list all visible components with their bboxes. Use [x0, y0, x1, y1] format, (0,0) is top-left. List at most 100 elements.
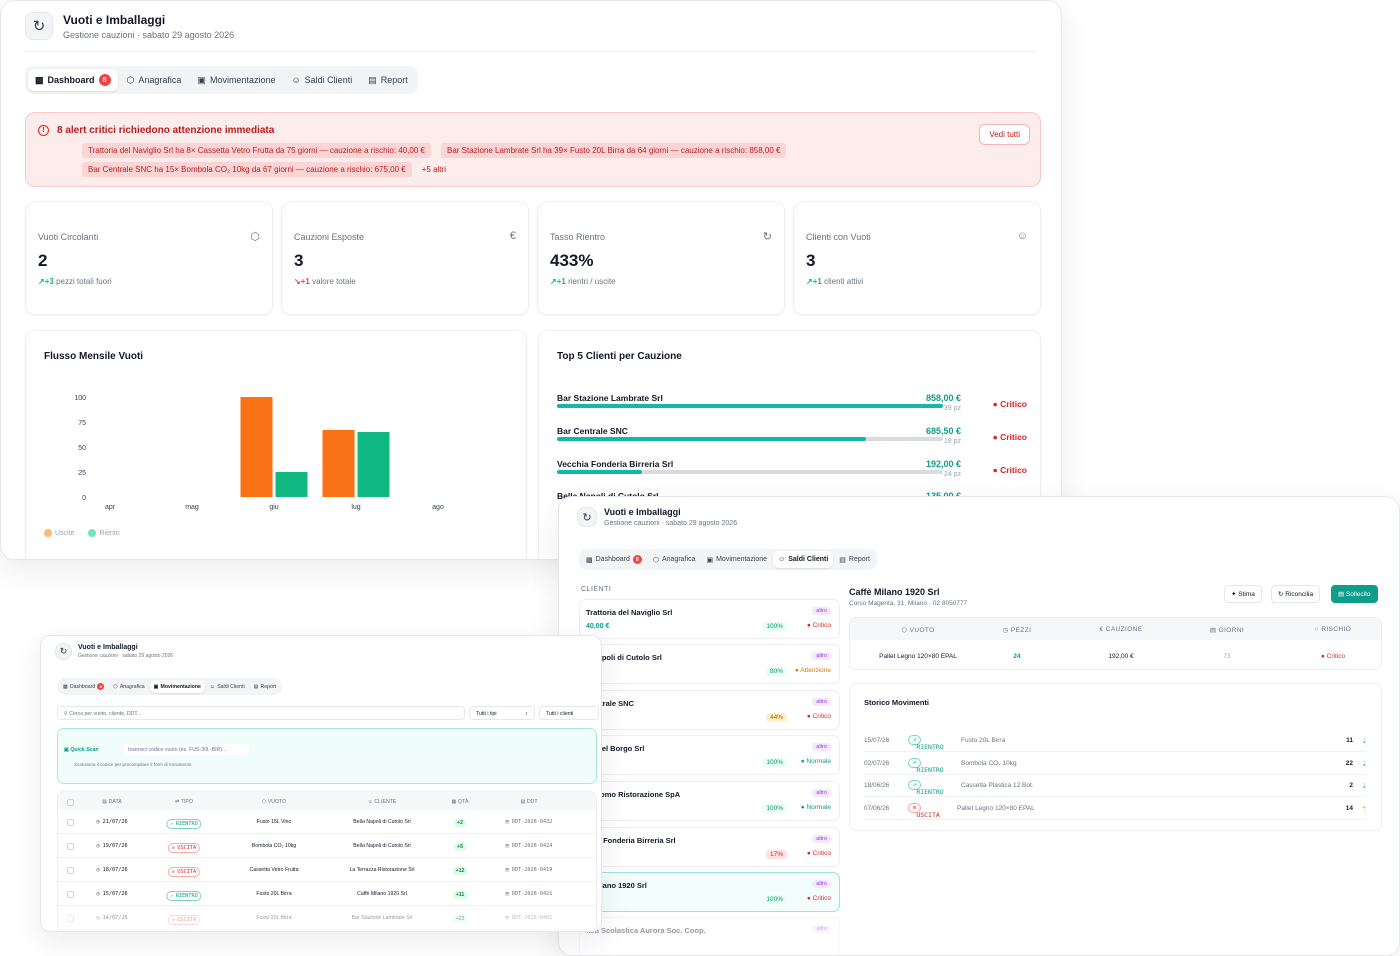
dashboard-window: ↻ Vuoti e Imballaggi Gestione cauzioni ·…: [0, 0, 1062, 560]
return-rate-badge: 80%: [765, 667, 787, 676]
kpi-card-clienti-con-vuoti: Clienti con Vuoti ☺ 3 ↗+1 clienti attivi: [793, 201, 1041, 315]
category-tag: altro: [812, 743, 831, 751]
tab-anagrafica[interactable]: ⬡ Anagrafica: [126, 74, 182, 86]
refresh-logo-icon[interactable]: ↻: [577, 507, 597, 527]
kpi-card-cauzioni-esposte: Cauzioni Esposte € 3 ↘+1 valore totale: [281, 201, 529, 315]
table-row[interactable]: ◷ 19/07/26 ⊘ USCITA Bombola CO₂ 10kg Bella …: [58, 834, 596, 858]
alert-item[interactable]: Trattoria del Naviglio Srl ha 8× Cassett…: [82, 143, 431, 158]
app-header: ↻ Vuoti e Imballaggi Gestione cauzioni ·…: [577, 507, 737, 527]
tab-dashboard[interactable]: ▩ Dashboard 8: [581, 551, 647, 568]
quick-scan-hint: Scansiona il codice per precompilare il …: [74, 762, 192, 767]
table-row[interactable]: ◷ 14/07/26 ⊘ USCITA Fusto 20L Birra Bar Sta…: [58, 906, 596, 930]
reminder-button[interactable]: ▤ Sollecito: [1331, 585, 1378, 603]
bar-rientri-lug[interactable]: [357, 432, 390, 497]
history-row[interactable]: 02/07/26 ↗ RIENTRO Bombola CO₂ 10kg 22 ⇣: [864, 753, 1367, 775]
row-checkbox[interactable]: [67, 843, 74, 850]
client-list-item[interactable]: è Milano 1920 Srlaltro0 €100%● Critico: [579, 872, 840, 912]
row-checkbox[interactable]: [67, 891, 74, 898]
select-all-checkbox[interactable]: [67, 799, 74, 806]
tab-anagrafica[interactable]: ⬡ Anagrafica: [652, 556, 696, 564]
tab-saldi-clienti[interactable]: ☺ Saldi Clienti: [773, 551, 834, 568]
row-checkbox[interactable]: [67, 915, 74, 922]
main-tabs: ▩ Dashboard 8 ⬡ Anagrafica ▣ Movimentazione …: [57, 678, 283, 695]
users-icon: ☺: [778, 556, 786, 563]
kpi-trend: ↘+1 valore totale: [294, 277, 356, 286]
top5-row[interactable]: Vecchia Fonderia Birreria Srl 192,00 € 2…: [557, 459, 1027, 478]
client-list-item[interactable]: Trattoria del Naviglio Srl altro 40,00 € 10…: [579, 599, 840, 639]
table-row[interactable]: ◷ 15/07/26 ↗ RIENTRO Fusto 20L Birra Caffè …: [58, 882, 596, 906]
return-rate-badge: 100%: [762, 622, 787, 631]
search-icon: ⚲: [64, 711, 68, 717]
tab-saldi-clienti[interactable]: ☺ Saldi Clienti: [291, 75, 353, 85]
app-header: ↻ Vuoti e Imballaggi Gestione cauzioni ·…: [55, 643, 173, 660]
reconcile-button[interactable]: ↻ Riconcilia: [1271, 585, 1321, 603]
history-row[interactable]: 07/06/26 ⊘ USCITA Pallet Legno 120×80 EPAL…: [864, 798, 1367, 820]
tab-movimentazione[interactable]: ▣ Movimentazione: [706, 556, 768, 564]
y-tick-label: 100: [74, 395, 86, 402]
top5-row[interactable]: Bar Stazione Lambrate Srl 858,00 € 39 pz…: [557, 393, 1027, 412]
client-list-item[interactable]: Centrale SNCaltro50 €44%● Critico: [579, 690, 840, 730]
movements-search-input[interactable]: ⚲ Cerca per vuoto, cliente, DDT...: [57, 706, 465, 720]
arrow-up-icon: ⇡: [1361, 805, 1367, 813]
category-tag: altro: [812, 789, 831, 797]
movement-history-card: Storico Movimenti 15/07/26 ↗ RIENTRO Fusto…: [849, 683, 1382, 831]
tab-saldi-clienti[interactable]: ☺ Saldi Clienti: [209, 683, 245, 690]
movement-type-tag: ⊘ USCITA: [908, 802, 940, 819]
status-badge: ● Critico: [806, 895, 831, 902]
bar-uscite-giu[interactable]: [240, 397, 273, 497]
refresh-logo-icon[interactable]: ↻: [25, 12, 53, 40]
category-tag: altro: [812, 698, 831, 706]
history-row[interactable]: 15/07/26 ↗ RIENTRO Fusto 20L Birra 11 ⇣: [864, 730, 1367, 752]
bar-rientri-giu[interactable]: [275, 472, 308, 497]
file-icon: ▤: [1338, 591, 1345, 598]
row-checkbox[interactable]: [67, 867, 74, 874]
col-ddt: ▤ DDT: [520, 799, 538, 805]
kpi-trend: ↗+1 rientri / uscite: [550, 277, 616, 286]
alert-more-count[interactable]: +5 altri: [421, 165, 446, 174]
client-name: nsa Scolastica Aurora Soc. Coop.: [586, 926, 706, 935]
tab-report[interactable]: ▤ Report: [839, 556, 870, 564]
movement-client: Bella Napoli di Cutolo Srl: [353, 819, 411, 825]
return-rate-badge: 100%: [762, 895, 787, 904]
tab-report[interactable]: ▤ Report: [253, 683, 277, 690]
alert-item[interactable]: Bar Centrale SNC ha 15× Bombola CO₂ 10kg…: [82, 162, 412, 177]
refresh-logo-icon[interactable]: ↻: [55, 643, 72, 660]
col-tipo: ⇄ TIPO: [175, 799, 193, 805]
tab-dashboard[interactable]: ▩ Dashboard 8: [28, 69, 118, 91]
status-badge: ● Critico: [806, 622, 831, 629]
top5-row[interactable]: Bar Centrale SNC 685,50 € 18 pz ● Critic…: [557, 426, 1027, 445]
history-item: Fusto 20L Birra: [961, 737, 1006, 744]
client-list-item[interactable]: chia Fonderia Birreria Srlaltro0 €17%● C…: [579, 827, 840, 867]
quick-scan-panel: ▣ Quick Scan Inserisci codice vuoto (es.…: [57, 728, 597, 784]
table-row[interactable]: ◷ 18/07/26 ⊘ USCITA Cassetta Vetro Frutta L…: [58, 858, 596, 882]
movement-ddt: ▤ DDT-2026-0432: [505, 819, 553, 825]
y-tick-label: 25: [78, 470, 86, 477]
estimate-button[interactable]: ✦ Stima: [1224, 585, 1262, 603]
table-row[interactable]: ◷ 21/07/26 ↗ RIENTRO Fusto 15L Vino Bella N…: [58, 810, 596, 834]
history-row[interactable]: 18/06/26 ↗ RIENTRO Cassetta Plastica 12 Bo…: [864, 775, 1367, 797]
tab-dashboard[interactable]: ▩ Dashboard 8: [59, 680, 108, 693]
trend-up-icon: ↗: [38, 277, 45, 286]
type-filter-select[interactable]: Tutti i tipi ↕: [469, 706, 535, 720]
tab-report[interactable]: ▤ Report: [368, 74, 408, 86]
client-filter-select[interactable]: Tutti i clienti: [539, 706, 599, 720]
quick-scan-input[interactable]: Inserisci codice vuoto (es. FUS-30L-BIR)…: [124, 744, 249, 755]
client-address: Corso Magenta, 31, Milano · 02 8050777: [849, 600, 968, 607]
tab-anagrafica[interactable]: ⬡ Anagrafica: [113, 683, 145, 690]
file-icon: ▤: [253, 683, 259, 690]
kpi-value: 3: [294, 251, 304, 270]
kpi-card-tasso-rientro: Tasso Rientro ↻ 433% ↗+1 rientri / uscit…: [537, 201, 785, 315]
alert-item[interactable]: Bar Stazione Lambrate Srl ha 39× Fusto 2…: [441, 143, 787, 158]
client-list-item[interactable]: nsa Scolastica Aurora Soc. Coop. altro: [579, 917, 840, 955]
tab-movimentazione[interactable]: ▣ Movimentazione: [149, 680, 205, 693]
x-tick-label: giu: [269, 504, 278, 511]
client-list-item[interactable]: a Napoli di Cutolo Srlaltro0 €80%● Atten…: [579, 644, 840, 684]
client-name: ria del Borgo Srl: [586, 744, 645, 753]
view-all-alerts-button[interactable]: Vedi tutti: [979, 124, 1030, 145]
tab-movimentazione[interactable]: ▣ Movimentazione: [197, 74, 276, 86]
bar-uscite-lug[interactable]: [322, 430, 355, 497]
row-checkbox[interactable]: [67, 819, 74, 826]
client-name: Centrale SNC: [586, 699, 634, 708]
